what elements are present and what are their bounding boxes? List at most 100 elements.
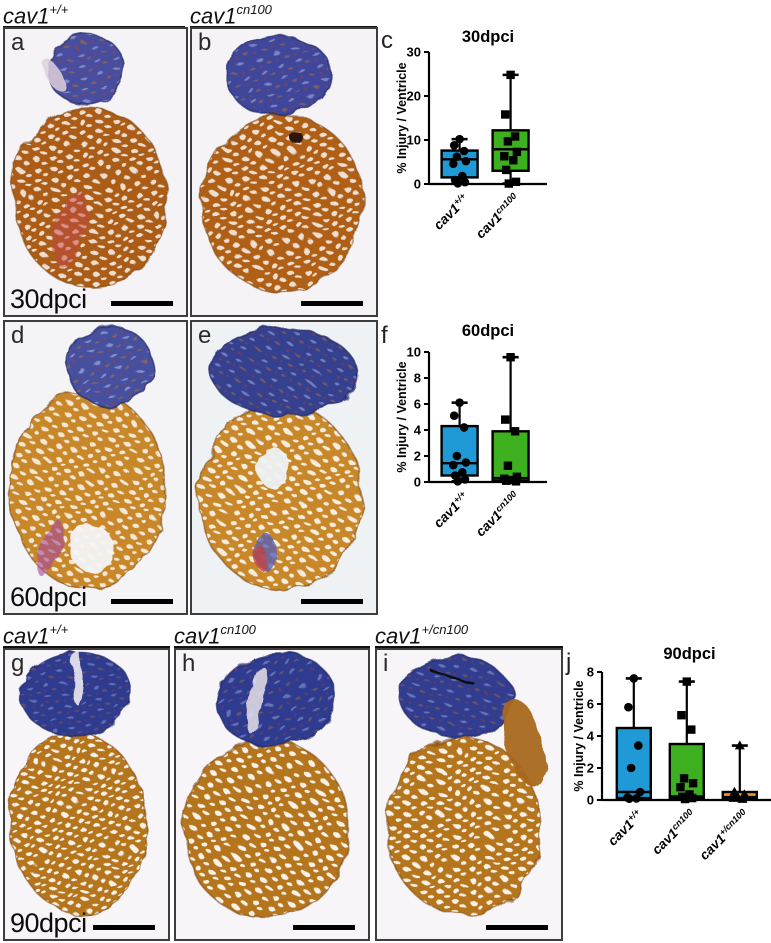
panel-letter: j [566, 649, 572, 676]
y-axis-label: % Injury / Ventricle [395, 361, 409, 472]
box-group [491, 70, 530, 188]
stain-patch [52, 190, 88, 268]
lumen [70, 525, 114, 572]
data-point [509, 156, 518, 165]
data-point [449, 460, 458, 470]
data-point [453, 179, 463, 188]
data-point [688, 779, 698, 788]
stain-patch [254, 545, 266, 569]
box-group [440, 398, 479, 486]
data-point [458, 467, 467, 477]
y-tick-label: 4 [587, 729, 595, 744]
y-axis-label: % Injury / Ventricle [395, 62, 409, 173]
panel-letter: e [198, 322, 212, 349]
data-point [501, 415, 510, 424]
data-point [503, 137, 513, 146]
data-point [676, 783, 685, 792]
box [440, 424, 479, 477]
scale-bar [301, 599, 363, 604]
scale-bar [293, 925, 355, 930]
data-point [624, 702, 633, 712]
dark-spot [290, 131, 304, 145]
stain-patch [37, 521, 64, 576]
x-group-label: cav1cn100 [472, 191, 523, 242]
histology-image [5, 651, 168, 938]
panel-letter: a [11, 29, 25, 56]
data-point [688, 793, 697, 803]
scale-bar [486, 925, 548, 930]
box-group [668, 677, 706, 804]
ventricle [182, 739, 350, 919]
panel-letter: d [11, 322, 25, 349]
atrium [215, 652, 336, 747]
data-point [501, 110, 510, 119]
data-point [629, 674, 639, 683]
data-point [510, 132, 520, 141]
data-point [504, 179, 513, 188]
genotype-superscript: cn100 [236, 2, 272, 17]
tissue-group [198, 328, 363, 590]
genotype-base: cav1 [375, 623, 422, 649]
ventricle [385, 736, 542, 916]
data-point [501, 476, 511, 485]
boxplot-chart-30dpci: 30dpci % Injury / Ventricle 0 10 20 30 cav1+/+… [395, 28, 547, 242]
y-axis-label: % Injury / Ventricle [572, 680, 586, 791]
panel-letter: c [381, 27, 393, 54]
panel-letter: g [11, 650, 25, 677]
genotype-header-mutant: cav1cn100 [174, 620, 370, 651]
box-group [440, 134, 479, 188]
histology-panel-a: a 30dpci [3, 27, 188, 317]
histology-panel-d: d 60dpci [3, 320, 188, 615]
histology-image [192, 30, 376, 314]
boxplot-panel-60dpci: 60dpci % Injury / Ventricle 0 2 4 6 8 10 cav1+/+… [393, 320, 573, 550]
atrium [47, 34, 126, 105]
tissue-group [11, 34, 169, 290]
lumen [256, 447, 290, 488]
panel-letter: b [198, 29, 212, 56]
data-point [626, 763, 636, 773]
box [615, 726, 652, 800]
data-point [452, 152, 462, 162]
data-point [511, 177, 521, 186]
genotype-base: cav1 [3, 3, 50, 29]
boxplot-chart-90dpci: 90dpci% Injury / Ventricle02468cav1+/+ca… [572, 645, 771, 863]
genotype-superscript: +/cn100 [421, 622, 469, 637]
y-tick-label: 0 [587, 793, 594, 808]
data-point [449, 159, 458, 169]
y-tick-label: 8 [587, 665, 594, 680]
genotype-base: cav1 [190, 3, 237, 29]
ventricle [200, 114, 364, 293]
atrium [226, 34, 331, 117]
scale-bar [93, 925, 155, 930]
tissue-group [182, 652, 350, 919]
data-point [455, 398, 464, 407]
histology-panel-e: e [190, 320, 378, 615]
genotype-base: cav1 [174, 623, 221, 649]
box-group [615, 674, 652, 804]
atrium [398, 655, 514, 739]
data-point [632, 794, 641, 803]
tissue-group [200, 34, 364, 293]
histology-image [377, 651, 561, 938]
histology-panel-g: g 90dpci [3, 648, 170, 941]
data-point [677, 711, 686, 720]
y-tick-label: 20 [407, 89, 421, 104]
stain-patch [71, 651, 82, 703]
x-group-label: cav1+/+ [604, 806, 646, 848]
chart-title: 60dpci [462, 322, 514, 340]
genotype-base: cav1 [3, 623, 50, 649]
histology-image [5, 30, 186, 314]
data-point [459, 146, 469, 156]
data-point [682, 677, 691, 686]
genotype-superscript: cn100 [220, 622, 256, 637]
y-tick-label: 0 [414, 475, 421, 490]
x-group-label: cav1+/+ [430, 488, 472, 530]
data-point [511, 477, 521, 486]
timepoint-label: 60dpci [10, 582, 87, 612]
data-point [728, 792, 739, 802]
data-point [453, 477, 463, 486]
y-tick-label: 10 [407, 345, 421, 360]
stain-patch [42, 57, 66, 94]
data-point [680, 794, 690, 804]
data-point [459, 423, 469, 432]
